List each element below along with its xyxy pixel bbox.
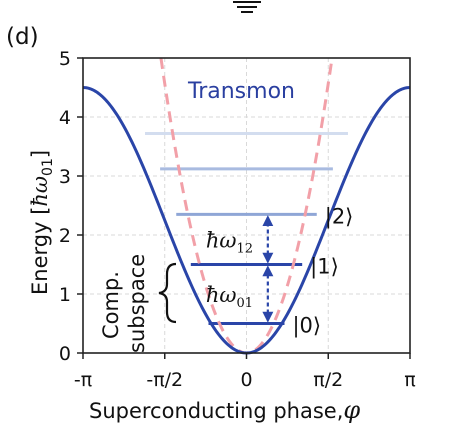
transition-symbol: ħω xyxy=(206,228,237,252)
transition-label-1: ħω12 xyxy=(206,228,253,256)
y-tick-label: 3 xyxy=(59,166,71,188)
y-tick-label: 2 xyxy=(59,225,71,247)
y-ticks: 0 1 2 3 4 5 xyxy=(59,48,83,365)
x-axis-label-symbol: φ xyxy=(343,396,360,424)
y-axis-label-unit-sub: 01 xyxy=(40,158,56,176)
y-axis-label-unit: ħω xyxy=(28,176,52,207)
transition-subscript: 01 xyxy=(236,296,253,311)
transition-subscript: 12 xyxy=(236,241,253,256)
x-tick-label: -π xyxy=(74,369,92,391)
y-tick-label: 5 xyxy=(59,48,71,70)
level-label-2: |2⟩ xyxy=(325,204,354,229)
x-ticks: -π -π/2 0 π/2 π xyxy=(74,353,416,391)
level-label-1: |1⟩ xyxy=(310,255,339,280)
series-title: Transmon xyxy=(187,79,295,104)
transition-symbol: ħω xyxy=(206,283,237,307)
y-axis-label: Energy [ħω01] xyxy=(28,150,56,295)
y-tick-label: 4 xyxy=(59,107,71,129)
brace-label-line1: Comp. xyxy=(99,271,123,339)
x-tick-label: π xyxy=(404,369,415,391)
energy-levels xyxy=(145,132,348,325)
x-tick-label: π/2 xyxy=(313,369,343,391)
panel-label: (d) xyxy=(6,24,39,50)
x-tick-label: -π/2 xyxy=(146,369,183,391)
transition-label-0: ħω01 xyxy=(206,283,253,311)
x-axis-label-text: Superconducting phase, xyxy=(89,399,343,423)
brace xyxy=(158,262,177,324)
ground-icon xyxy=(233,1,261,13)
level-labels: |0⟩ |1⟩ |2⟩ xyxy=(292,204,353,338)
level-label-0: |0⟩ xyxy=(292,314,321,339)
brace-label-line2: subspace xyxy=(125,254,149,353)
y-axis-label-text: Energy [ xyxy=(28,207,52,295)
y-tick-label: 0 xyxy=(59,343,71,365)
y-axis-label-close: ] xyxy=(28,150,52,158)
x-tick-label: 0 xyxy=(240,369,252,391)
y-tick-label: 1 xyxy=(59,284,71,306)
x-axis-label: Superconducting phase,φ xyxy=(89,396,360,424)
